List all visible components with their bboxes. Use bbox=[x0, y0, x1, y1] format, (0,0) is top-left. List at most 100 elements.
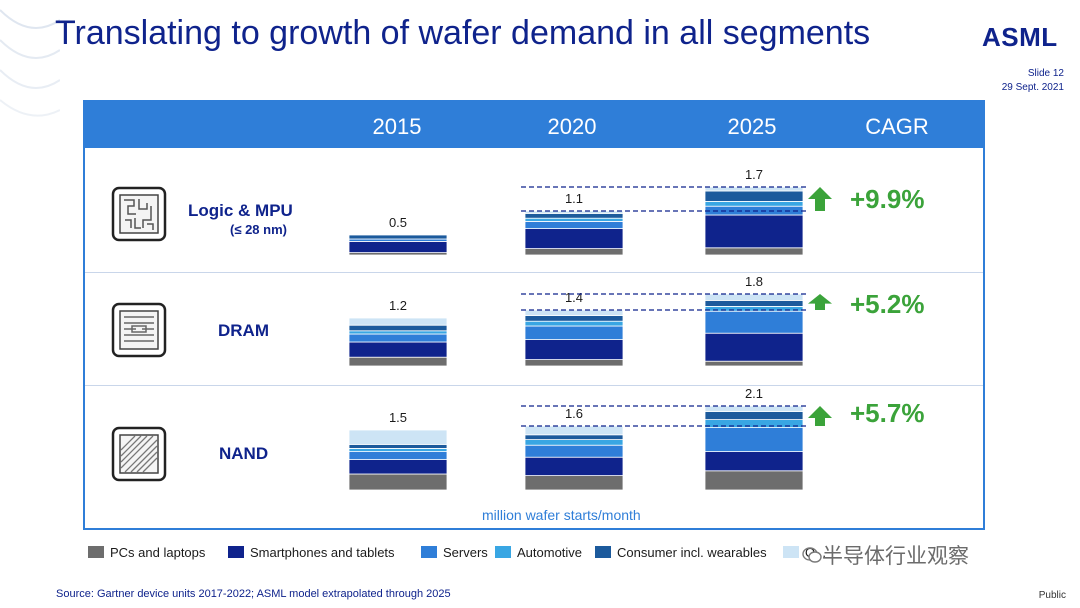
bar-segment-logic-mpu-2025 bbox=[704, 190, 804, 202]
bar-segment-dram-2015 bbox=[348, 341, 448, 358]
growth-arrow-icon bbox=[808, 294, 832, 310]
legend-item-pcs: PCs and laptops bbox=[88, 545, 205, 563]
bar-segment-nand-2020 bbox=[524, 439, 624, 446]
column-header-cagr: CAGR bbox=[865, 114, 929, 139]
bar-segment-dram-2020 bbox=[524, 325, 624, 340]
source-note: Source: Gartner device units 2017-2022; … bbox=[56, 588, 451, 600]
bar-segment-nand-2020 bbox=[524, 444, 624, 458]
legend-item-consumer: Consumer incl. wearables bbox=[595, 545, 767, 563]
total-label: 0.5 bbox=[389, 215, 407, 230]
bar-segment-dram-2025 bbox=[704, 299, 804, 307]
page-title: Translating to growth of wafer demand in… bbox=[55, 14, 871, 52]
column-header-2025: 2025 bbox=[727, 114, 777, 139]
legend-item-smartphones: Smartphones and tablets bbox=[228, 545, 395, 563]
asml-logo: ASML bbox=[982, 22, 1058, 52]
bar-segment-logic-mpu-2020 bbox=[524, 228, 624, 250]
logic-chip-icon bbox=[111, 186, 167, 242]
slide-number: Slide 12 bbox=[1027, 68, 1064, 79]
bar-segment-logic-mpu-2020 bbox=[524, 248, 624, 256]
bar-segment-dram-2020 bbox=[524, 315, 624, 322]
classification-label: Public bbox=[1038, 590, 1066, 601]
legend-swatch bbox=[595, 546, 611, 558]
bar-segment-logic-mpu-2015 bbox=[348, 234, 448, 240]
legend-label: Smartphones and tablets bbox=[250, 545, 395, 560]
bar-segment-dram-2015 bbox=[348, 330, 448, 335]
bar-segment-nand-2015 bbox=[348, 473, 448, 491]
bar-segment-nand-2015 bbox=[348, 443, 448, 449]
legend-item-automotive: Automotive bbox=[495, 545, 582, 563]
bar-segment-dram-2015 bbox=[348, 324, 448, 332]
bar-segment-logic-mpu-2015 bbox=[348, 240, 448, 253]
bar-segment-nand-2020 bbox=[524, 475, 624, 491]
cagr-value-nand: +5.7% bbox=[850, 398, 925, 428]
decorative-swoosh bbox=[0, 9, 60, 117]
bar-segment-nand-2020 bbox=[524, 434, 624, 440]
bar-segment-nand-2020 bbox=[524, 456, 624, 477]
cagr-value-logic: +9.9% bbox=[850, 184, 925, 214]
bar-segment-dram-2020 bbox=[524, 309, 624, 316]
nand-chip-icon bbox=[111, 426, 167, 482]
legend-swatch bbox=[88, 546, 104, 558]
bar-segment-logic-mpu-2025 bbox=[704, 247, 804, 256]
legend-label: Automotive bbox=[517, 545, 583, 560]
bar-segment-nand-2025 bbox=[704, 411, 804, 421]
segment-label-dram: DRAM bbox=[218, 321, 269, 340]
bar-segment-nand-2025 bbox=[704, 405, 804, 412]
legend-label: Servers bbox=[443, 545, 488, 560]
bar-segment-logic-mpu-2020 bbox=[524, 220, 624, 229]
bar-segment-dram-2025 bbox=[704, 360, 804, 367]
bar-segment-nand-2015 bbox=[348, 459, 448, 475]
column-header-bar bbox=[85, 102, 983, 148]
legend-swatch bbox=[421, 546, 437, 558]
bar-segment-dram-2020 bbox=[524, 320, 624, 327]
total-label: 1.1 bbox=[565, 191, 583, 206]
bar-segment-nand-2015 bbox=[348, 447, 448, 452]
bar-segment-dram-2020 bbox=[524, 359, 624, 367]
total-label: 1.5 bbox=[389, 410, 407, 425]
bar-segment-logic-mpu-2020 bbox=[524, 212, 624, 219]
growth-arrow-icon bbox=[808, 187, 832, 211]
total-label: 1.8 bbox=[745, 274, 763, 289]
bar-segment-logic-mpu-2025 bbox=[704, 200, 804, 207]
row-separator bbox=[85, 272, 983, 273]
slide-date: 29 Sept. 2021 bbox=[1001, 82, 1064, 93]
bar-segment-dram-2020 bbox=[524, 339, 624, 361]
total-label: 1.7 bbox=[745, 167, 763, 182]
growth-arrow-icon bbox=[808, 406, 832, 426]
bar-segment-dram-2015 bbox=[348, 356, 448, 367]
watermark-text: 半导体行业观察 bbox=[822, 545, 969, 568]
legend-label: PCs and laptops bbox=[110, 545, 206, 560]
bar-segment-logic-mpu-2020 bbox=[524, 217, 624, 222]
segment-label-nand: NAND bbox=[219, 444, 269, 463]
bar-segment-nand-2015 bbox=[348, 451, 448, 461]
segment-label-logic: Logic & MPU bbox=[188, 201, 293, 220]
total-label: 1.2 bbox=[389, 298, 407, 313]
unit-label: million wafer starts/month bbox=[482, 507, 641, 523]
cagr-value-dram: +5.2% bbox=[850, 289, 925, 319]
bar-segment-dram-2025 bbox=[704, 310, 804, 334]
column-header-2015: 2015 bbox=[372, 114, 422, 139]
segment-sublabel-logic: (≤ 28 nm) bbox=[230, 222, 287, 237]
bar-segment-dram-2025 bbox=[704, 332, 804, 362]
bar-segment-nand-2025 bbox=[704, 470, 804, 491]
total-label: 1.4 bbox=[565, 290, 583, 305]
row-separator bbox=[85, 385, 983, 386]
column-header-2020: 2020 bbox=[547, 114, 597, 139]
total-label: 1.6 bbox=[565, 406, 583, 421]
bar-segment-nand-2015 bbox=[348, 429, 448, 445]
bar-segment-nand-2025 bbox=[704, 451, 804, 472]
bar-segment-logic-mpu-2025 bbox=[704, 214, 804, 249]
bar-segment-dram-2025 bbox=[704, 293, 804, 301]
legend-swatch bbox=[495, 546, 511, 558]
bar-segment-nand-2020 bbox=[524, 425, 624, 436]
legend: PCs and laptops Smartphones and tablets … bbox=[88, 545, 828, 563]
legend-swatch bbox=[228, 546, 244, 558]
dram-chip-icon bbox=[111, 302, 167, 358]
legend-swatch bbox=[783, 546, 799, 558]
legend-item-servers: Servers bbox=[421, 545, 488, 563]
bar-segment-dram-2015 bbox=[348, 333, 448, 343]
wechat-icon bbox=[802, 547, 822, 563]
legend-label: Consumer incl. wearables bbox=[617, 545, 767, 560]
bar-segment-dram-2015 bbox=[348, 317, 448, 326]
